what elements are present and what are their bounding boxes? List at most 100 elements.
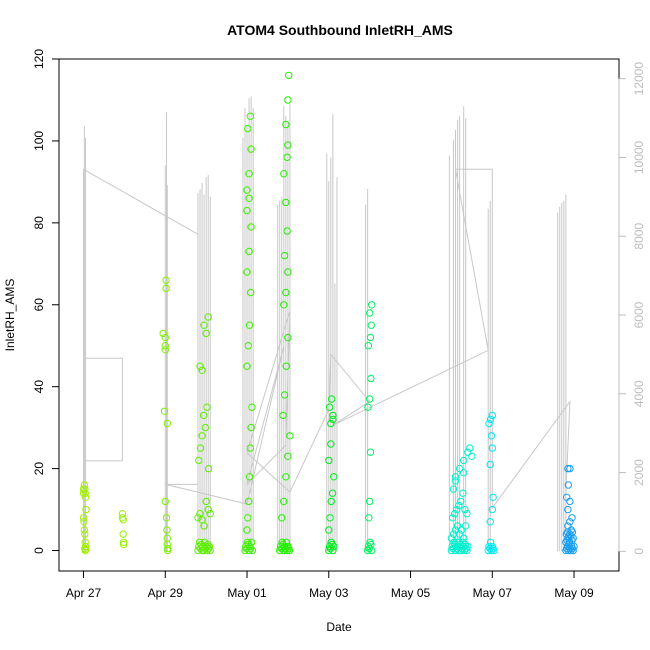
data-point xyxy=(205,542,214,551)
y-axis-right: 0 2000 4000 6000 8000 10000 12000 xyxy=(618,62,646,555)
data-point xyxy=(247,423,255,432)
data-point xyxy=(162,284,170,293)
data-point xyxy=(451,510,459,518)
data-point xyxy=(564,522,572,530)
data-point xyxy=(202,329,210,338)
x-tick-label: Apr 27 xyxy=(66,586,102,600)
x-tick-label: May 03 xyxy=(309,586,349,600)
data-point xyxy=(488,444,496,452)
data-point xyxy=(282,473,290,481)
data-point xyxy=(204,464,213,473)
data-point xyxy=(282,120,290,129)
data-point xyxy=(464,542,472,551)
y-right-tick-label: 6000 xyxy=(632,301,646,328)
data-point xyxy=(243,526,251,534)
data-point xyxy=(161,497,170,506)
data-point xyxy=(245,194,253,203)
x-tick-label: May 09 xyxy=(554,586,594,600)
x-tick-label: May 05 xyxy=(391,586,431,600)
data-point xyxy=(198,366,206,374)
data-point xyxy=(245,473,254,481)
data-point xyxy=(81,546,90,554)
data-point xyxy=(248,403,256,411)
data-point xyxy=(200,321,208,329)
y-right-tick-label: 2000 xyxy=(632,459,646,486)
data-point xyxy=(244,342,253,350)
data-point xyxy=(161,333,170,342)
data-point xyxy=(285,71,293,80)
y-right-tick-label: 12000 xyxy=(632,62,646,96)
data-point xyxy=(198,432,206,440)
data-point xyxy=(245,497,253,506)
y-right-tick-label: 0 xyxy=(632,548,646,555)
data-point xyxy=(330,542,338,551)
data-point xyxy=(119,516,127,524)
y-tick-label: 0 xyxy=(32,547,46,554)
data-point xyxy=(485,419,493,428)
data-point xyxy=(119,540,128,549)
data-point xyxy=(200,411,208,420)
data-point xyxy=(200,522,208,530)
data-point xyxy=(159,329,167,338)
data-point xyxy=(203,403,211,411)
data-point xyxy=(329,415,337,424)
data-point xyxy=(282,538,290,546)
data-point xyxy=(202,497,210,506)
right-axis-trace xyxy=(83,168,571,510)
data-point xyxy=(243,186,251,194)
data-point xyxy=(245,546,253,555)
data-point xyxy=(464,448,472,456)
data-point xyxy=(325,456,333,465)
data-point xyxy=(325,546,333,555)
data-point xyxy=(243,206,251,215)
data-point xyxy=(206,546,214,555)
data-point xyxy=(81,485,89,493)
data-point xyxy=(204,313,212,321)
data-point xyxy=(453,505,461,514)
data-point xyxy=(280,391,289,399)
data-point xyxy=(247,538,256,546)
y-right-tick-label: 8000 xyxy=(632,223,646,250)
data-point xyxy=(330,473,338,481)
y-axis-label: InletRH_AMS xyxy=(3,279,17,352)
data-point xyxy=(285,546,294,555)
y-tick-label: 20 xyxy=(32,462,46,476)
y-tick-label: 120 xyxy=(32,49,46,69)
data-point xyxy=(451,546,460,555)
data-point xyxy=(486,460,494,469)
data-point xyxy=(367,321,375,329)
data-point xyxy=(325,403,334,411)
data-point xyxy=(244,124,252,133)
y-right-tick-label: 10000 xyxy=(632,140,646,174)
y-tick-label: 100 xyxy=(32,131,46,151)
data-point xyxy=(486,415,495,424)
data-point xyxy=(564,464,572,473)
data-point xyxy=(461,505,469,514)
data-point xyxy=(463,546,471,555)
data-point xyxy=(283,227,291,235)
data-point xyxy=(448,514,457,522)
data-point xyxy=(453,522,462,530)
data-point xyxy=(162,276,170,284)
y-right-tick-label: 4000 xyxy=(632,380,646,407)
plot-area xyxy=(58,58,620,572)
data-point xyxy=(194,514,202,522)
data-point xyxy=(329,411,337,420)
data-point xyxy=(284,333,292,342)
data-point xyxy=(366,333,375,342)
data-point xyxy=(447,534,456,542)
data-point xyxy=(164,546,172,555)
data-point xyxy=(568,528,577,536)
data-point xyxy=(327,440,335,448)
x-tick-label: Apr 29 xyxy=(148,586,184,600)
data-point xyxy=(284,268,292,276)
data-point xyxy=(455,501,463,510)
data-point xyxy=(162,514,171,522)
data-point xyxy=(487,432,496,440)
data-point xyxy=(280,497,288,506)
data-point xyxy=(164,544,172,553)
data-point xyxy=(451,477,460,485)
data-point xyxy=(206,510,214,518)
data-point xyxy=(366,497,374,506)
data-point xyxy=(244,514,252,522)
